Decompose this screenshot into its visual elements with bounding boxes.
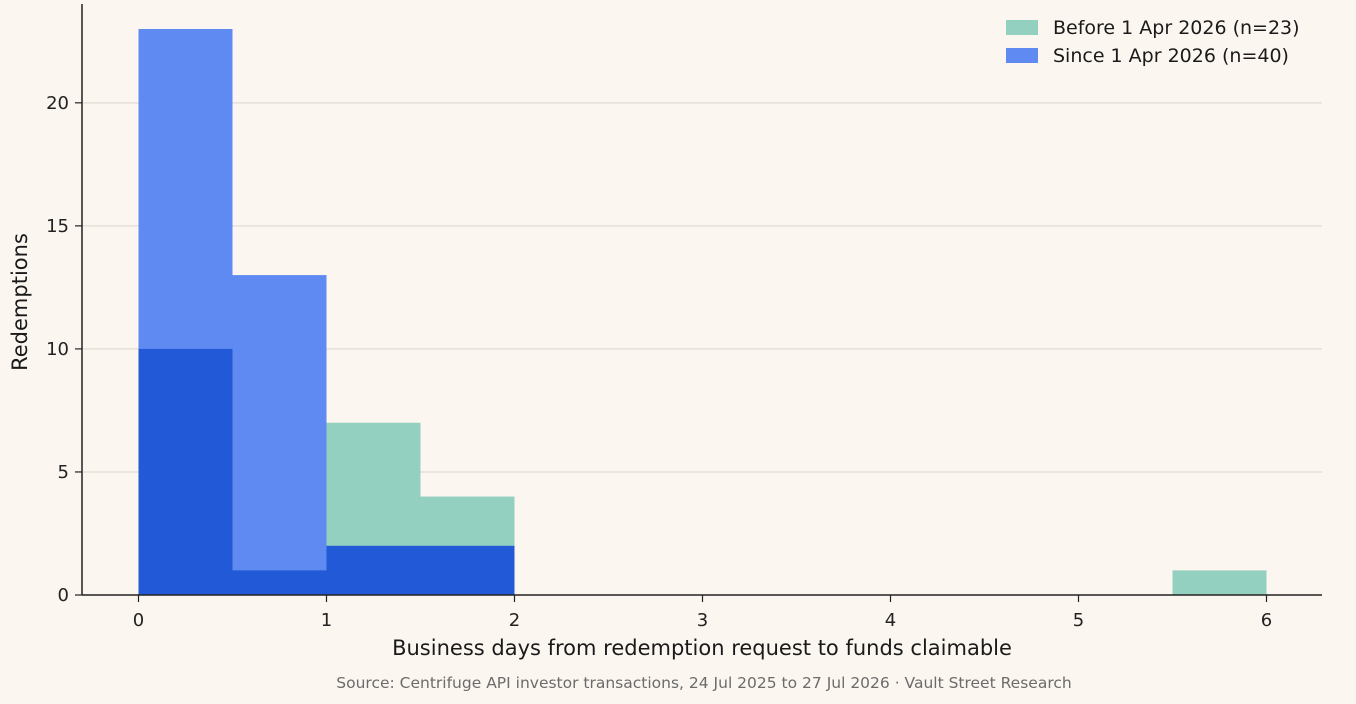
legend-label-since: Since 1 Apr 2026 (n=40) — [1053, 45, 1289, 67]
y-tick-label-10: 10 — [46, 339, 69, 360]
histogram-bar-overlap-bin-2 — [326, 545, 421, 595]
x-tick-label-1: 1 — [321, 610, 332, 631]
histogram-bar-overlap-bin-1 — [232, 570, 327, 595]
x-tick-label-6: 6 — [1261, 610, 1272, 631]
histogram-bar-overlap-bin-3 — [420, 545, 515, 595]
histogram-bar-since-bin-1 — [232, 275, 327, 595]
tick-labels: 0 5 10 15 20 0 1 2 3 4 5 6 — [46, 93, 1272, 631]
legend-swatch-since — [1006, 48, 1038, 63]
histogram-bar-overlap-bin-0 — [138, 348, 233, 595]
x-tick-label-4: 4 — [885, 610, 896, 631]
legend-swatch-before — [1006, 20, 1038, 35]
bars — [138, 29, 1267, 595]
y-tick-label-0: 0 — [58, 585, 69, 606]
y-tick-label-20: 20 — [46, 93, 69, 114]
histogram-bar-before-bin-11 — [1172, 570, 1267, 595]
x-tick-label-2: 2 — [509, 610, 520, 631]
y-tick-label-15: 15 — [46, 216, 69, 237]
legend-label-before: Before 1 Apr 2026 (n=23) — [1053, 17, 1300, 39]
source-note: Source: Centrifuge API investor transact… — [336, 674, 1071, 692]
legend: Before 1 Apr 2026 (n=23) Since 1 Apr 202… — [1006, 17, 1300, 67]
x-axis-title: Business days from redemption request to… — [392, 636, 1012, 660]
x-tick-label-5: 5 — [1073, 610, 1084, 631]
y-axis-title: Redemptions — [8, 233, 32, 371]
axes — [75, 4, 1322, 602]
x-tick-label-3: 3 — [697, 610, 708, 631]
y-tick-label-5: 5 — [58, 462, 69, 483]
x-tick-label-0: 0 — [133, 610, 144, 631]
